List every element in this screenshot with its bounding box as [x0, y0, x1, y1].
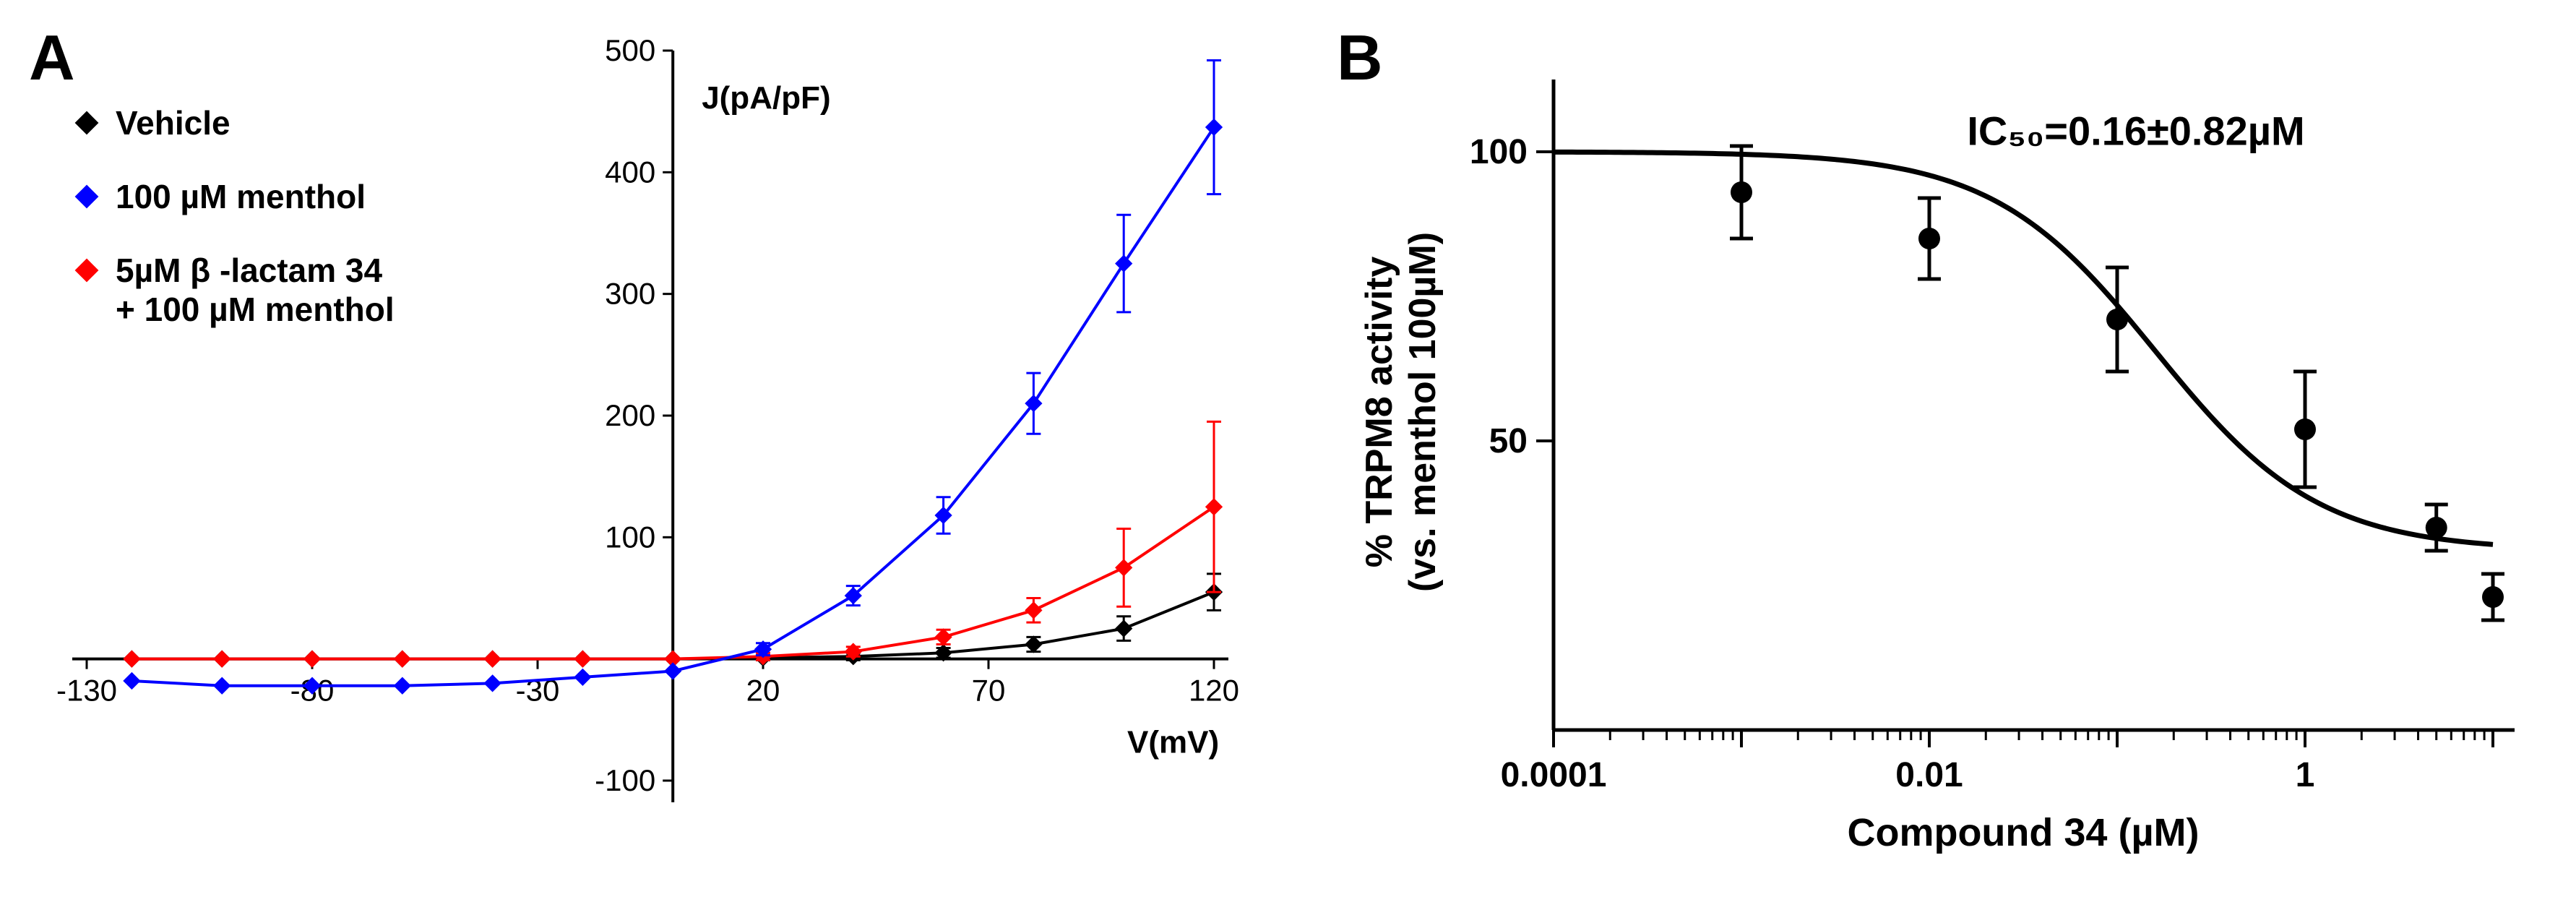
legend-label: 5µM β -lactam 34: [116, 252, 382, 289]
x-tick-label: 120: [1189, 674, 1239, 708]
series-marker: [1116, 620, 1132, 637]
series-marker: [484, 675, 501, 692]
y-tick-label: 200: [605, 398, 655, 432]
series-marker: [124, 673, 140, 690]
panel-b: B 0.0001 0.01 1 50 100 Compound 34 (µM) % TRPM8…: [1322, 0, 2576, 919]
x-axis-label: Compound 34 (µM): [1847, 811, 2199, 854]
series-marker: [1025, 636, 1042, 653]
series-marker: [1116, 255, 1132, 272]
series-marker: [1025, 602, 1042, 619]
panel-b-label: B: [1337, 22, 1383, 93]
x-axis-label: V(mV): [1127, 725, 1219, 760]
series-marker: [574, 669, 591, 685]
series-marker: [484, 651, 501, 667]
x-tick-label: 1: [2296, 756, 2315, 794]
panel-a: A-130-80-302070120-100100200300400500V(m…: [0, 0, 1286, 919]
series-marker: [1116, 559, 1132, 576]
y-tick-label: -100: [595, 763, 655, 797]
series-marker: [394, 651, 410, 667]
y-tick-label: 50: [1489, 422, 1528, 460]
x-tick-label: 0.0001: [1501, 756, 1607, 794]
series-marker: [124, 651, 140, 667]
fit-curve: [1554, 152, 2493, 544]
data-point: [2482, 586, 2504, 608]
data-point: [1918, 228, 1940, 249]
y-axis-label: % TRPM8 activity(vs. menthol 100µM): [1358, 232, 1444, 592]
series-marker: [665, 663, 681, 679]
y-tick-label: 400: [605, 155, 655, 189]
data-point: [2426, 517, 2447, 538]
series-marker: [214, 651, 231, 667]
y-tick-label: 300: [605, 277, 655, 311]
legend-label: + 100 µM menthol: [116, 291, 395, 328]
figure-page: A-130-80-302070120-100100200300400500V(m…: [0, 0, 2576, 919]
data-point: [2294, 418, 2316, 440]
y-axis-label: J(pA/pF): [702, 80, 830, 116]
panel-a-label: A: [29, 22, 75, 93]
x-tick-label: -130: [56, 674, 117, 708]
panel-a-svg: A-130-80-302070120-100100200300400500V(m…: [0, 0, 1286, 919]
ic50-annotation: IC₅₀=0.16±0.82µM: [1967, 108, 2304, 153]
series-marker: [935, 629, 952, 645]
series-marker: [394, 677, 410, 694]
series-marker: [574, 651, 591, 667]
series-marker: [1206, 119, 1223, 136]
data-point: [2106, 309, 2128, 330]
y-tick-label: 100: [1470, 133, 1528, 171]
x-tick-label: 0.01: [1895, 756, 1963, 794]
series-marker: [1206, 499, 1223, 515]
legend-label: Vehicle: [116, 104, 231, 142]
series-marker: [304, 651, 321, 667]
x-tick-label: 20: [746, 674, 780, 708]
x-tick-label: 70: [972, 674, 1006, 708]
panel-b-svg: B 0.0001 0.01 1 50 100 Compound 34 (µM) % TRPM8…: [1322, 0, 2576, 919]
data-point: [1731, 181, 1752, 203]
legend-label: 100 µM menthol: [116, 178, 366, 215]
y-tick-label: 500: [605, 33, 655, 67]
y-tick-label: 100: [605, 520, 655, 554]
series-marker: [214, 677, 231, 694]
